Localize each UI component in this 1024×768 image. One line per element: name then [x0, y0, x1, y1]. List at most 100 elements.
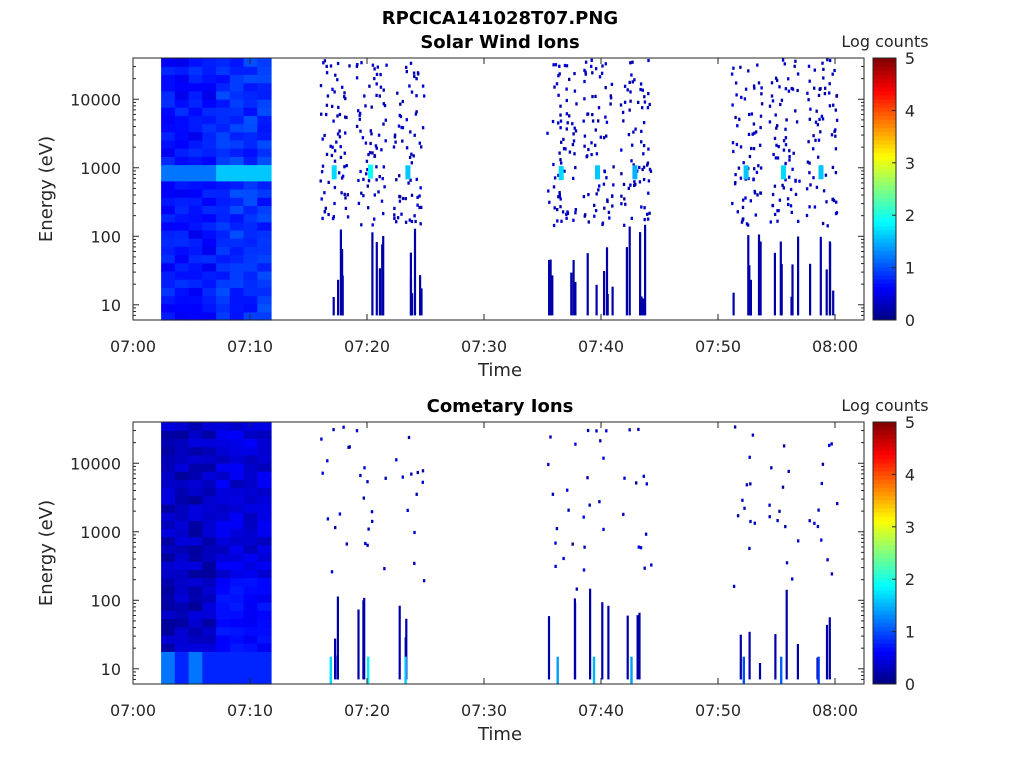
heatmap-cell	[243, 651, 258, 661]
count-pixel	[373, 217, 376, 221]
heatmap-cell	[243, 479, 258, 489]
count-pixel	[742, 198, 745, 202]
count-pixel	[333, 159, 337, 163]
count-pixel	[642, 144, 646, 148]
count-pixel	[593, 203, 596, 207]
heatmap-cell	[188, 544, 203, 554]
heatmap-cell	[243, 520, 258, 530]
count-pixel	[650, 563, 653, 567]
axes-frame	[132, 57, 865, 321]
count-pixel	[378, 175, 381, 179]
count-pixel	[609, 102, 612, 106]
count-pixel	[423, 94, 426, 98]
count-pixel	[747, 69, 750, 73]
count-pixel	[555, 82, 559, 86]
count-pixel	[393, 206, 396, 210]
count-pixel	[594, 209, 598, 213]
count-pixel	[826, 558, 829, 562]
count-pixel	[606, 199, 609, 204]
colorbar-segment	[873, 647, 896, 652]
count-pixel	[420, 145, 423, 149]
heatmap-cell	[188, 569, 203, 579]
heatmap-cell	[202, 528, 217, 538]
count-pixel	[557, 173, 560, 177]
heatmap-cell	[216, 667, 231, 677]
colorbar-segment	[873, 189, 896, 194]
count-pixel	[774, 76, 778, 80]
heatmap-cell	[188, 295, 203, 305]
heatmap-cell	[257, 213, 272, 223]
count-pixel	[794, 59, 797, 63]
count-pixel	[817, 155, 820, 159]
count-pixel	[825, 200, 828, 204]
count-pixel	[560, 219, 563, 223]
count-pixel	[605, 134, 608, 138]
heatmap-cell	[229, 238, 245, 247]
count-pixel	[319, 179, 322, 183]
count-pixel	[583, 144, 586, 148]
heatmap-cell	[243, 98, 258, 108]
heatmap-cell	[216, 487, 231, 497]
colorbar-segment	[873, 242, 896, 247]
heatmap-cell	[216, 577, 231, 587]
heatmap-cell	[229, 528, 245, 538]
heatmap-cell	[216, 123, 231, 133]
colorbar-segment	[873, 532, 896, 538]
heatmap-cell	[188, 479, 203, 489]
count-streak	[628, 226, 631, 316]
count-pixel	[645, 482, 648, 486]
count-pixel	[644, 532, 648, 536]
count-pixel	[752, 84, 756, 88]
count-pixel	[732, 66, 735, 70]
heatmap-cell	[174, 643, 190, 652]
heatmap-cell	[161, 618, 176, 628]
count-pixel	[345, 115, 348, 120]
count-pixel	[344, 97, 347, 101]
count-pixel	[398, 174, 401, 178]
count-pixel	[358, 117, 361, 121]
heatmap-cell	[161, 74, 176, 84]
colorbar-segment	[873, 107, 896, 112]
count-pixel	[330, 570, 334, 574]
count-pixel	[788, 175, 791, 179]
count-pixel	[336, 132, 340, 136]
heatmap-cell	[243, 131, 258, 141]
heatmap-cell	[229, 454, 245, 464]
heatmap-cell	[202, 479, 217, 489]
count-pixel	[394, 140, 397, 144]
heatmap-cell	[243, 303, 258, 313]
colorbar-segment	[873, 111, 896, 116]
heatmap-cell	[161, 634, 176, 644]
count-pixel	[343, 165, 346, 169]
heatmap-cell	[216, 430, 231, 439]
count-pixel	[619, 103, 623, 107]
colorbar-segment	[873, 254, 896, 260]
peak-cell	[595, 165, 600, 180]
colorbar-segment	[873, 103, 896, 108]
heatmap-cell	[202, 651, 217, 661]
colorbar-segment	[873, 299, 896, 305]
heatmap-cell	[243, 585, 258, 595]
count-pixel	[324, 206, 327, 210]
heatmap-cell	[216, 221, 231, 231]
count-pixel	[574, 129, 578, 133]
heatmap-cell	[216, 520, 231, 530]
heatmap-cell	[174, 205, 190, 215]
peak-cell	[632, 165, 638, 180]
count-streak	[574, 281, 577, 316]
count-pixel	[415, 94, 418, 98]
count-pixel	[731, 103, 734, 107]
count-pixel	[345, 164, 348, 168]
count-pixel	[333, 201, 336, 206]
count-pixel	[638, 180, 642, 184]
heatmap-cell	[216, 270, 231, 280]
count-pixel	[641, 106, 644, 110]
count-pixel	[630, 216, 633, 220]
heatmap-cell	[229, 115, 245, 125]
count-pixel	[623, 100, 627, 104]
count-pixel	[371, 223, 374, 227]
colorbar-segment	[873, 422, 896, 427]
count-pixel	[334, 526, 337, 530]
count-pixel	[331, 145, 334, 149]
heatmap-cell	[257, 287, 272, 297]
